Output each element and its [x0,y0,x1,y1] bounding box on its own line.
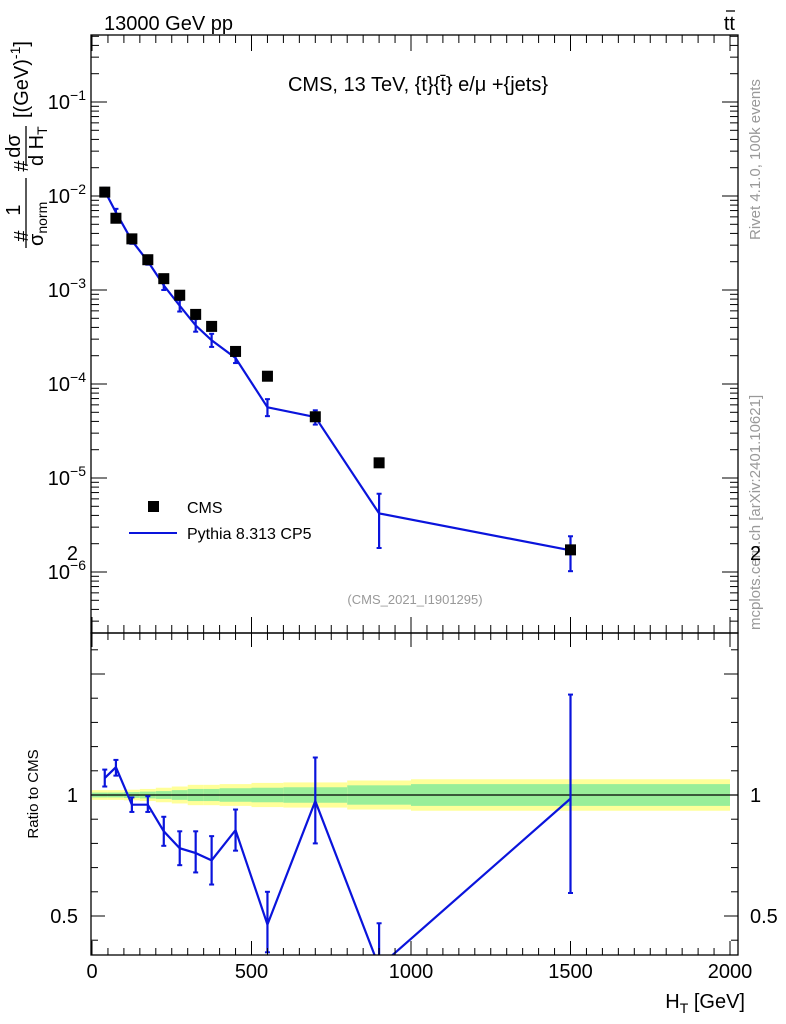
ylabel-dh-sub: T [34,126,50,135]
tick-base: 10 [48,374,70,396]
x-tick-label: 1500 [548,961,593,983]
ylabel-dsigma: dσ [3,134,25,158]
ylabel-unit-exp: -1 [7,46,23,59]
svg-text:#: # [11,230,33,242]
x-tick-labels: 0 500 1000 1500 2000 [86,961,752,983]
ratio-y-tick-label-left: 0.5 [50,906,78,928]
tick-base: 10 [48,468,70,490]
legend-cms-marker [148,501,159,512]
main-frame [90,34,739,634]
ylabel-hash2: # [11,160,33,172]
cms-data-point [126,233,138,245]
cms-data-point [206,320,218,332]
ratio-frame [90,632,739,956]
tick-exponent: −4 [70,369,86,385]
main-y-axis-title: # 1 σnorm # dσ d HT [(GeV)-1] [3,41,50,248]
cms-data-point [565,544,576,556]
svg-text:1: 1 [3,204,25,215]
svg-text:d HT: d HT [26,126,50,166]
main-axis-ticks [91,35,738,633]
ratio-y-axis-title: Ratio to CMS [25,749,42,838]
ylabel-unit: [(GeV) [11,59,33,118]
cms-data-point [110,212,122,224]
x-tick-label: 0 [86,961,97,983]
cms-data-point [190,308,202,320]
legend-cms-label: CMS [187,500,223,517]
ratio-axis-ticks [91,633,738,955]
ylabel-unit-close: ] [11,41,33,47]
svg-text:dσ: dσ [3,134,25,158]
cms-series [99,186,576,556]
tick-exponent: −2 [70,181,86,197]
cms-data-point [309,411,321,423]
ratio-y-tick-label-left: 2 [67,543,78,565]
tick-exponent: −3 [70,275,86,291]
ratio-y-tick-label-right: 0.5 [750,906,778,928]
main-y-tick-label: 10−5 [48,463,86,490]
main-panel: 10−610−510−410−310−210−1 CMS, 13 TeV, {t… [3,34,739,634]
svg-text:#: # [11,160,33,172]
ylabel-norm: norm [34,202,50,234]
cms-data-point [261,370,273,382]
pythia-line [103,190,571,552]
legend-pythia-label: Pythia 8.313 CP5 [187,526,312,543]
final-state-label: tt [724,13,736,35]
process-label: 13000 GeV pp [104,13,233,35]
legend: CMS Pythia 8.313 CP5 [129,500,312,543]
pythia-series [102,186,573,573]
tick-exponent: −5 [70,463,86,479]
ylabel-sigma: σ [26,233,48,246]
main-y-tick-label: 10−2 [48,181,86,208]
tick-exponent: −1 [70,87,86,103]
cms-data-point [174,289,186,301]
x-tick-label: 500 [235,961,268,983]
tick-base: 10 [48,186,70,208]
mcplots-label: mcplots.cern.ch [arXiv:2401.10621] [747,395,764,630]
ratio-y-tick-labels: 0.5 0.5 1 1 2 2 [50,543,778,928]
main-y-tick-labels: 10−610−510−410−310−210−1 [48,87,86,584]
ratio-y-tick-label-right: 1 [750,785,761,807]
ylabel-one: 1 [3,204,25,215]
tick-exponent: −6 [70,557,86,573]
ratio-y-tick-label-left: 1 [67,785,78,807]
xlabel-main: H [665,991,679,1013]
x-axis-title: HT [GeV] [665,991,745,1016]
final-state-base: tt [724,13,736,35]
main-y-tick-label: 10−1 [48,87,86,114]
rivet-label: Rivet 4.1.0, 100k events [747,79,764,240]
analysis-id: (CMS_2021_I1901295) [347,592,482,607]
main-y-tick-label: 10−3 [48,275,86,302]
ratio-panel: 0.5 0.5 1 1 2 2 0 500 1000 1500 2000 Ratio to CMS… [25,543,778,1016]
cms-data-point [158,273,170,285]
x-tick-label: 1000 [389,961,434,983]
cms-data-point [230,345,242,357]
cms-data-point [142,254,154,266]
tick-base: 10 [48,280,70,302]
ratio-y-tick-label-right: 2 [750,543,761,565]
main-y-tick-label: 10−4 [48,369,86,396]
ylabel-dh: d H [26,135,48,166]
cms-data-point [99,186,111,198]
svg-text:[(GeV)-1]: [(GeV)-1] [7,41,33,118]
tick-base: 10 [48,562,70,584]
xlabel-unit: [GeV] [694,991,745,1013]
x-tick-label: 2000 [708,961,753,983]
ratio-pythia-series [102,693,573,955]
chart-title: CMS, 13 TeV, {t}{t̄} e/μ +{jets} [288,74,548,96]
svg-text:σnorm: σnorm [26,202,50,246]
cms-data-point [373,457,385,469]
ylabel-hash1: # [11,230,33,242]
xlabel-sub: T [680,1000,689,1016]
main-y-tick-label: 10−6 [48,557,86,584]
tick-base: 10 [48,92,70,114]
